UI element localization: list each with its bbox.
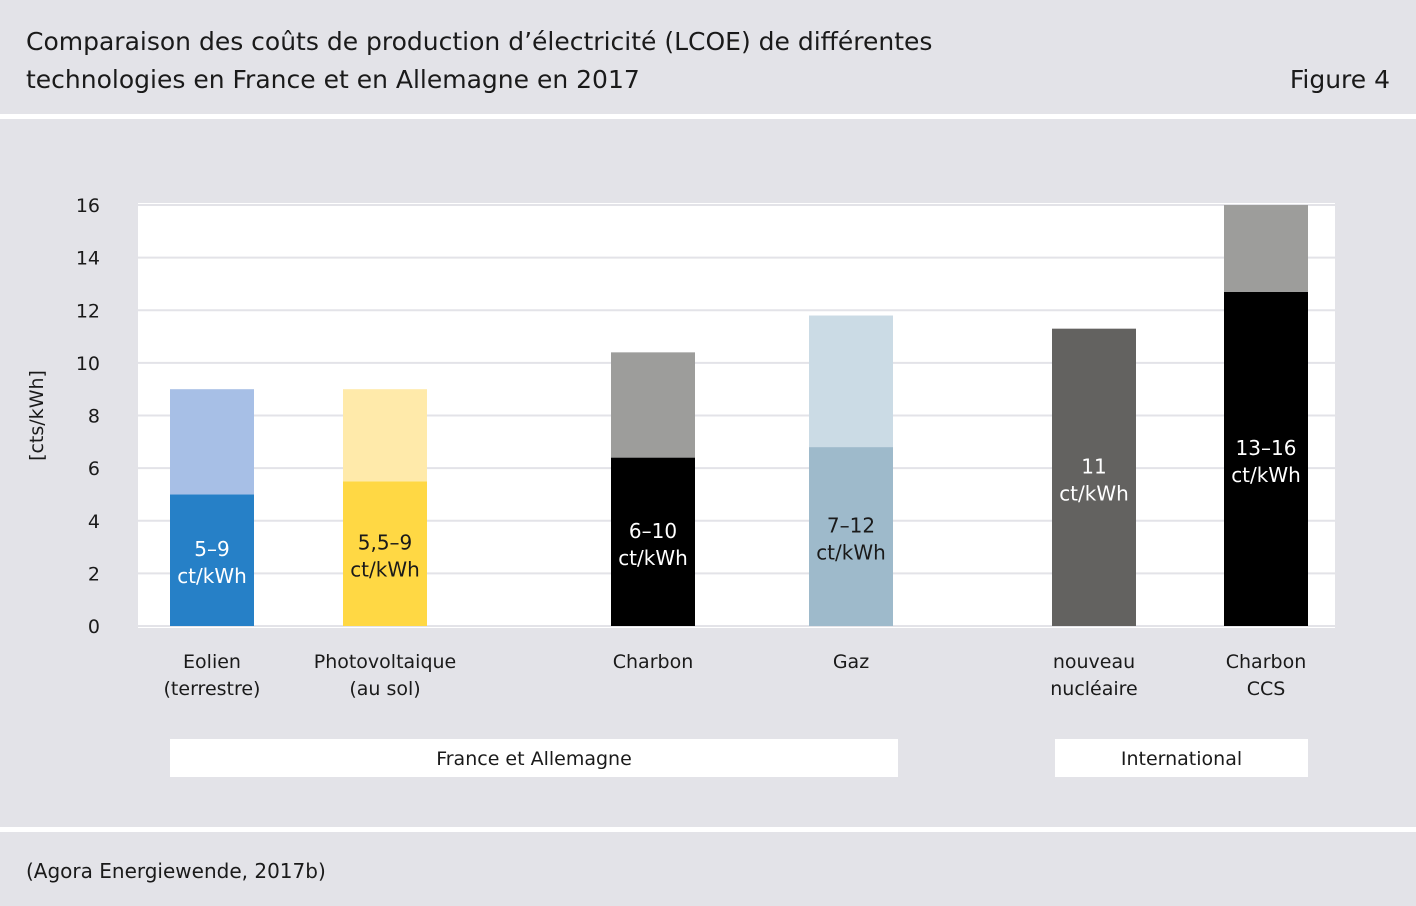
bar-range	[1224, 205, 1308, 292]
category-label: CCS	[1247, 678, 1286, 700]
group-label: France et Allemagne	[436, 748, 632, 770]
bar-value-unit: ct/kWh	[816, 541, 886, 565]
y-axis-label: [cts/kWh]	[26, 370, 48, 461]
y-tick-label: 16	[76, 195, 100, 217]
category-label: (au sol)	[349, 678, 420, 700]
group-label: International	[1121, 748, 1242, 770]
bar-base	[170, 494, 254, 626]
bar-base	[343, 481, 427, 626]
bar-value-unit: ct/kWh	[618, 546, 688, 570]
category-label: Charbon	[1226, 651, 1307, 673]
bar-value-label: 5–9	[194, 537, 229, 561]
bar-base	[1224, 291, 1308, 626]
bar-value-label: 7–12	[827, 514, 875, 538]
category-label: (terrestre)	[164, 678, 261, 700]
bar-value-unit: ct/kWh	[177, 564, 247, 588]
category-label: nucléaire	[1050, 678, 1138, 700]
header-divider	[0, 114, 1416, 119]
y-tick-label: 10	[76, 353, 100, 375]
y-tick-label: 4	[88, 511, 100, 533]
bar-value-unit: ct/kWh	[1231, 463, 1301, 487]
y-tick-label: 12	[76, 300, 100, 322]
y-tick-label: 0	[88, 616, 100, 638]
bar-value-label: 13–16	[1236, 436, 1297, 460]
category-label: Charbon	[613, 651, 694, 673]
category-label: Photovoltaique	[314, 651, 457, 673]
lcoe-chart: 0 2 4 6 8 10 12 14 16 [cts/kWh] 5–9 ct/kWh Eolien (te…	[26, 195, 1335, 777]
y-tick-label: 6	[88, 458, 100, 480]
category-label: Gaz	[833, 651, 869, 673]
bar-base	[1052, 328, 1136, 626]
category-label: nouveau	[1053, 651, 1135, 673]
bar-range	[809, 315, 893, 448]
bar-range	[611, 352, 695, 458]
bar-value-label: 5,5–9	[358, 531, 413, 555]
y-tick-label: 14	[76, 248, 100, 270]
bar-base	[611, 457, 695, 626]
group-box	[170, 739, 898, 777]
category-label: Eolien	[183, 651, 241, 673]
chart-area: 0 2 4 6 8 10 12 14 16 [cts/kWh] 5–9 ct/kWh Eolien (te…	[0, 119, 1416, 827]
figure-label: Figure 4	[1289, 65, 1390, 94]
header: Comparaison des coûts de production d’él…	[0, 0, 1416, 116]
footer-divider	[0, 827, 1416, 832]
bar-value-label: 11	[1081, 454, 1106, 478]
y-tick-label: 2	[88, 563, 100, 585]
source-citation: (Agora Energiewende, 2017b)	[26, 859, 326, 883]
bar-base	[809, 447, 893, 626]
group-box	[1055, 739, 1308, 777]
bar-value-unit: ct/kWh	[1059, 481, 1129, 505]
bar-value-unit: ct/kWh	[350, 558, 420, 582]
bar-value-label: 6–10	[629, 519, 677, 543]
chart-title-line-1: Comparaison des coûts de production d’él…	[26, 27, 933, 56]
y-tick-label: 8	[88, 406, 100, 428]
bar-range	[170, 389, 254, 495]
chart-title-line-2: technologies en France et en Allemagne e…	[26, 65, 640, 94]
bar-range	[343, 389, 427, 482]
